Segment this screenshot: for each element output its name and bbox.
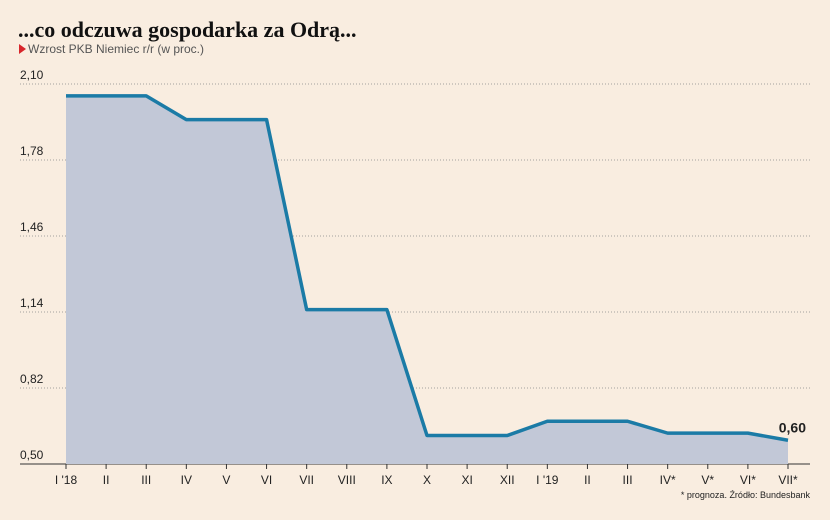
x-tick-label: XII — [500, 473, 515, 487]
footnote: * prognoza. Źródło: Bundesbank — [681, 490, 811, 500]
y-tick-label: 1,78 — [20, 144, 44, 158]
x-tick-label: II — [103, 473, 110, 487]
y-tick-label: 1,46 — [20, 220, 44, 234]
x-tick-label: IX — [381, 473, 392, 487]
y-tick-label: 0,82 — [20, 372, 44, 386]
x-tick-label: IV — [181, 473, 192, 487]
y-tick-label: 1,14 — [20, 296, 44, 310]
x-tick-label: X — [423, 473, 431, 487]
x-tick-label: VI — [261, 473, 272, 487]
y-tick-label: 0,50 — [20, 448, 44, 462]
chart-subtitle: Wzrost PKB Niemiec r/r (w proc.) — [28, 42, 204, 56]
x-tick-label: II — [584, 473, 591, 487]
area — [66, 95, 788, 464]
x-tick-label: IV* — [660, 473, 676, 487]
x-tick-label: VI* — [740, 473, 756, 487]
x-tick-label: V — [222, 473, 230, 487]
x-tick-label: V* — [701, 473, 714, 487]
line — [66, 94, 789, 442]
x-tick-label: III — [141, 473, 151, 487]
x-tick-label: III — [623, 473, 633, 487]
y-tick-label: 2,10 — [20, 68, 44, 82]
chart-title: ...co odczuwa gospodarka za Odrą... — [18, 17, 357, 42]
x-tick-label: XI — [461, 473, 472, 487]
x-tick-label: I '18 — [55, 473, 78, 487]
x-tick-label: VIII — [338, 473, 356, 487]
x-tick-label: VII — [299, 473, 314, 487]
x-tick-label: I '19 — [536, 473, 559, 487]
value-label: 0,60 — [779, 419, 806, 435]
subtitle-marker — [19, 44, 26, 54]
x-tick-label: VII* — [778, 473, 798, 487]
